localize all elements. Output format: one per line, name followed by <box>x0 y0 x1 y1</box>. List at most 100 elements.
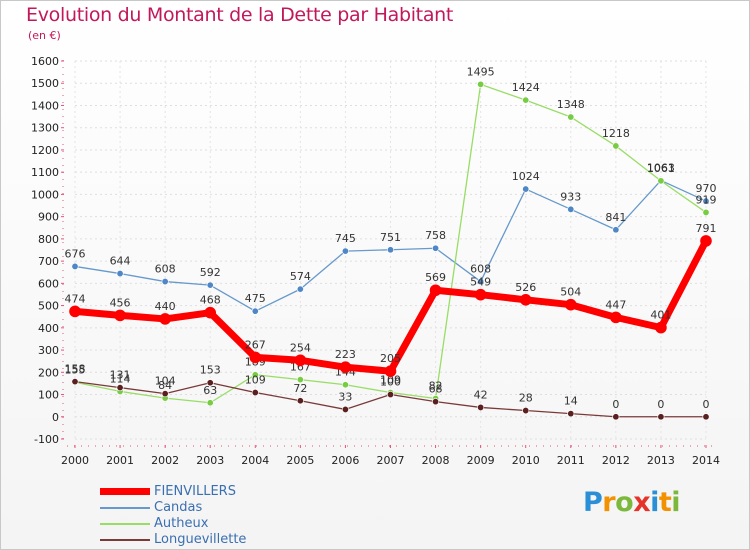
data-point-candas <box>432 244 440 252</box>
data-point-autheux <box>341 381 349 389</box>
data-point-longuevillette <box>296 397 304 405</box>
data-point-fienvillers <box>610 311 622 324</box>
data-point-candas <box>702 197 710 205</box>
data-label-autheux: 1495 <box>467 65 495 78</box>
y-tick-label: 1500 <box>31 77 59 90</box>
legend-label-autheux: Autheux <box>154 516 209 531</box>
data-label-fienvillers: 401 <box>650 309 671 322</box>
data-point-fienvillers <box>519 294 532 306</box>
proxiti-logo: Proxiti <box>583 487 681 518</box>
y-tick-label: 1000 <box>31 188 59 201</box>
data-point-candas <box>386 246 394 254</box>
data-label-autheux: 155 <box>65 363 86 376</box>
x-tick-label: 2013 <box>647 454 675 467</box>
legend-swatch-longuevillette <box>100 539 150 541</box>
x-tick-label: 2009 <box>467 454 495 467</box>
data-point-autheux <box>251 371 259 379</box>
data-label-candas: 1024 <box>512 170 540 183</box>
data-point-candas <box>161 278 169 286</box>
data-point-longuevillette <box>522 407 530 415</box>
y-tick-label: 1200 <box>31 144 59 157</box>
logo-letter: t <box>658 487 672 518</box>
legend-swatch-candas <box>100 507 150 509</box>
logo-letter: o <box>615 487 634 518</box>
data-label-longuevillette: 0 <box>657 398 664 411</box>
y-tick-label: 900 <box>38 211 59 224</box>
data-label-longuevillette: 109 <box>245 374 266 387</box>
data-label-fienvillers: 267 <box>245 338 266 351</box>
data-label-longuevillette: 14 <box>564 395 578 408</box>
data-label-autheux: 1061 <box>647 162 675 175</box>
x-tick-label: 2000 <box>61 454 89 467</box>
data-point-fienvillers <box>655 321 667 334</box>
y-tick-label: 200 <box>38 366 59 379</box>
logo-letter: i <box>650 487 659 518</box>
data-label-candas: 970 <box>696 182 717 195</box>
data-label-fienvillers: 254 <box>290 341 311 354</box>
data-point-autheux <box>522 96 530 104</box>
y-tick-label: 800 <box>38 233 59 246</box>
data-point-candas <box>296 285 304 293</box>
data-label-fienvillers: 791 <box>696 222 717 235</box>
y-tick-label: 500 <box>38 300 59 313</box>
data-label-autheux: 84 <box>158 379 172 392</box>
data-point-autheux <box>567 113 575 121</box>
data-label-autheux: 82 <box>429 380 443 393</box>
data-label-fienvillers: 440 <box>155 300 176 313</box>
y-tick-label: 1300 <box>31 122 59 135</box>
data-label-longuevillette: 42 <box>474 388 488 401</box>
y-tick-label: 0 <box>52 411 59 424</box>
x-tick-label: 2003 <box>196 454 224 467</box>
data-point-longuevillette <box>71 378 79 386</box>
data-point-candas <box>251 307 259 315</box>
data-label-autheux: 919 <box>696 193 717 206</box>
data-label-candas: 933 <box>560 190 581 203</box>
data-label-longuevillette: 72 <box>293 382 307 395</box>
legend-label-longuevillette: Longuevillette <box>154 532 247 547</box>
data-point-fienvillers <box>474 288 487 301</box>
data-point-longuevillette <box>386 391 394 399</box>
data-point-longuevillette <box>567 410 575 418</box>
data-label-longuevillette: 104 <box>155 375 176 388</box>
data-label-fienvillers: 468 <box>200 294 221 307</box>
logo-letter: P <box>583 487 603 518</box>
data-label-candas: 676 <box>65 247 86 260</box>
data-point-fienvillers <box>249 351 262 364</box>
data-label-longuevillette: 33 <box>338 390 352 403</box>
data-point-longuevillette <box>477 403 485 411</box>
data-label-autheux: 109 <box>380 374 401 387</box>
data-label-autheux: 114 <box>110 372 131 385</box>
data-label-fienvillers: 474 <box>65 292 86 305</box>
data-label-longuevillette: 153 <box>200 364 221 377</box>
data-point-autheux <box>612 142 620 150</box>
data-point-longuevillette <box>702 413 710 421</box>
data-label-candas: 751 <box>380 231 401 244</box>
legend-label-candas: Candas <box>154 500 203 515</box>
data-point-candas <box>522 185 530 193</box>
legend-item-candas: Candas <box>100 500 300 516</box>
logo-letter: r <box>602 487 616 518</box>
data-point-fienvillers <box>69 305 81 318</box>
data-point-fienvillers <box>429 284 442 297</box>
y-tick-label: -100 <box>34 433 59 446</box>
data-label-autheux: 63 <box>203 384 217 397</box>
data-label-autheux: 1424 <box>512 81 540 94</box>
legend-item-autheux: Autheux <box>100 516 300 532</box>
data-point-fienvillers <box>339 361 352 373</box>
data-label-longuevillette: 0 <box>703 398 710 411</box>
data-label-fienvillers: 447 <box>605 298 626 311</box>
x-tick-label: 2007 <box>377 454 405 467</box>
data-label-longuevillette: 68 <box>429 383 443 396</box>
x-tick-label: 2004 <box>241 454 269 467</box>
y-tick-label: 1400 <box>31 99 59 112</box>
data-point-candas <box>477 278 485 286</box>
data-point-longuevillette <box>432 398 440 406</box>
data-point-candas <box>567 205 575 213</box>
data-label-fienvillers: 549 <box>470 276 491 289</box>
x-tick-label: 2014 <box>692 454 720 467</box>
data-label-candas: 1063 <box>647 161 675 174</box>
data-label-longuevillette: 131 <box>110 369 131 382</box>
data-label-autheux: 1218 <box>602 127 630 140</box>
data-point-candas <box>206 281 214 289</box>
